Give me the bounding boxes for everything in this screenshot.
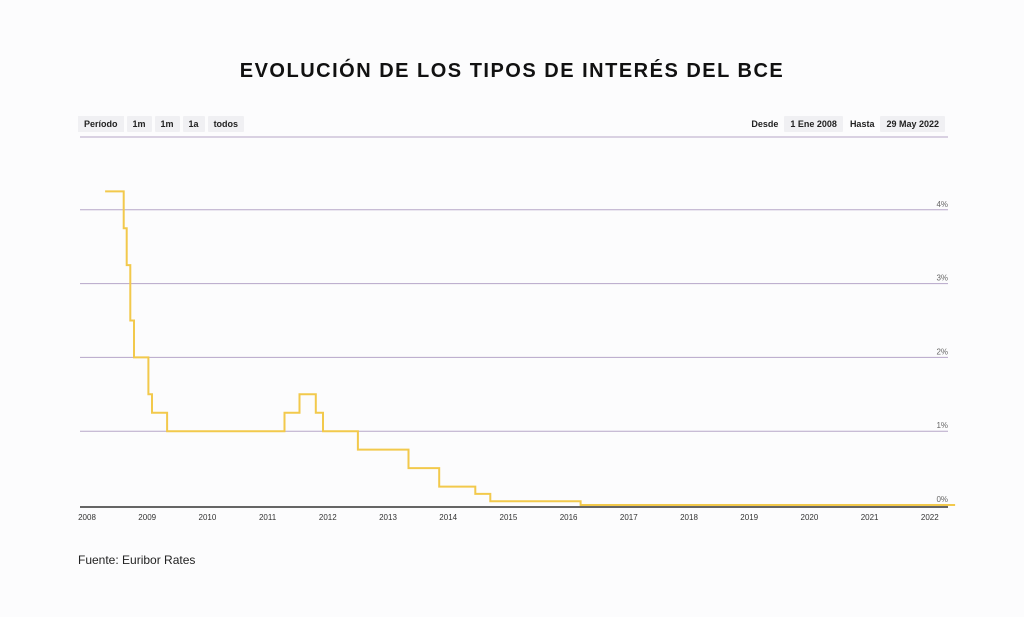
period-label: Período (78, 116, 124, 132)
x-tick-label: 2014 (439, 513, 457, 522)
x-tick-label: 2013 (379, 513, 397, 522)
x-tick-label: 2016 (560, 513, 578, 522)
x-tick-label: 2011 (259, 513, 277, 522)
y-tick-label: 3% (936, 274, 948, 283)
x-tick-label: 2008 (78, 513, 96, 522)
x-tick-label: 2022 (921, 513, 939, 522)
date-range: Desde 1 Ene 2008 Hasta 29 May 2022 (747, 116, 948, 132)
to-label: Hasta (849, 119, 875, 129)
x-tick-label: 2010 (199, 513, 217, 522)
period-button-1m[interactable]: 1m (126, 116, 152, 132)
y-tick-labels: 0% 1% 2% 3% 4% (936, 200, 948, 504)
from-label: Desde (751, 119, 779, 129)
x-tick-label: 2018 (680, 513, 698, 522)
series-layer (105, 190, 956, 506)
period-button-todos[interactable]: todos (207, 116, 245, 132)
x-tick-label: 2017 (620, 513, 638, 522)
x-tick-label: 2012 (319, 513, 337, 522)
y-tick-label: 2% (936, 347, 948, 356)
chart-title: EVOLUCIÓN DE LOS TIPOS DE INTERÉS DEL BC… (239, 60, 785, 82)
period-button-1a[interactable]: 1a (182, 116, 205, 132)
period-button-1m-second[interactable]: 1m (154, 116, 180, 132)
period-selector: Período 1m 1m 1a todos (78, 116, 247, 132)
x-tick-label: 2021 (861, 513, 879, 522)
source-note: Fuente: Euribor Rates (78, 553, 196, 567)
x-tick-label: 2020 (801, 513, 819, 522)
y-tick-label: 1% (936, 421, 948, 430)
x-tick-label: 2019 (740, 513, 758, 522)
series-line-0 (105, 190, 956, 506)
x-tick-label: 2009 (138, 513, 156, 522)
to-date-input[interactable]: 29 May 2022 (880, 116, 945, 132)
y-tick-label: 4% (936, 200, 948, 209)
y-tick-label: 0% (936, 495, 948, 504)
grid-lines (80, 136, 948, 508)
from-date-input[interactable]: 1 Ene 2008 (784, 116, 843, 132)
x-tick-labels: 2008 2009 2010 2011 2012 2013 2014 2015 2016 2017… (78, 513, 939, 522)
x-tick-label: 2015 (500, 513, 518, 522)
